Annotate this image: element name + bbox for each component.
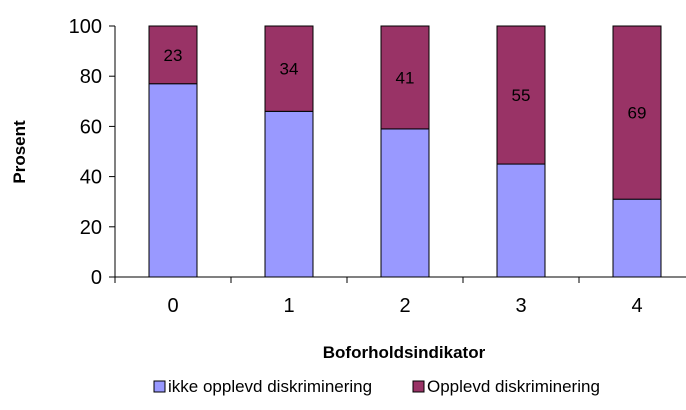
x-tick-label-2: 2 bbox=[399, 295, 410, 317]
x-tick-label-3: 3 bbox=[515, 295, 526, 317]
x-tick-label-1: 1 bbox=[283, 295, 294, 317]
bar-ikke-opplevd-1 bbox=[264, 110, 314, 278]
legend-opplevd-label: Opplevd diskriminering bbox=[427, 377, 600, 396]
bar-ikke-opplevd-4 bbox=[612, 198, 662, 278]
bar-opplevd-3 bbox=[496, 25, 546, 165]
bar-opplevd-4 bbox=[612, 25, 662, 200]
data-label-2: 41 bbox=[396, 68, 415, 87]
data-label-3: 55 bbox=[512, 86, 531, 105]
x-axis-title: Boforholdsindikator bbox=[323, 343, 486, 362]
y-tick-label-100: 100 bbox=[69, 16, 102, 38]
y-tick-label-20: 20 bbox=[80, 217, 102, 239]
x-tick-label-0: 0 bbox=[167, 295, 178, 317]
bar-ikke-opplevd-0 bbox=[148, 83, 198, 278]
y-axis-title: Prosent bbox=[10, 120, 29, 184]
x-tick-label-4: 4 bbox=[631, 295, 642, 317]
data-label-4: 69 bbox=[628, 104, 647, 123]
y-tick-label-0: 0 bbox=[91, 267, 102, 289]
bar-opplevd-1 bbox=[264, 25, 314, 112]
y-tick-label-40: 40 bbox=[80, 167, 102, 189]
bar-ikke-opplevd-3 bbox=[496, 163, 546, 278]
data-label-0: 23 bbox=[164, 46, 183, 65]
y-tick-label-60: 60 bbox=[80, 116, 102, 138]
y-tick-label-80: 80 bbox=[80, 66, 102, 88]
bar-opplevd-0 bbox=[148, 25, 198, 85]
legend-opplevd-swatch bbox=[412, 380, 425, 393]
data-label-1: 34 bbox=[280, 60, 299, 79]
bar-opplevd-2 bbox=[380, 25, 430, 130]
legend-ikke-opplevd-swatch bbox=[153, 380, 166, 393]
bar-ikke-opplevd-2 bbox=[380, 128, 430, 278]
legend: ikke opplevd diskriminering Opplevd diskr… bbox=[153, 377, 600, 396]
legend-ikke-opplevd-label: ikke opplevd diskriminering bbox=[168, 377, 372, 396]
